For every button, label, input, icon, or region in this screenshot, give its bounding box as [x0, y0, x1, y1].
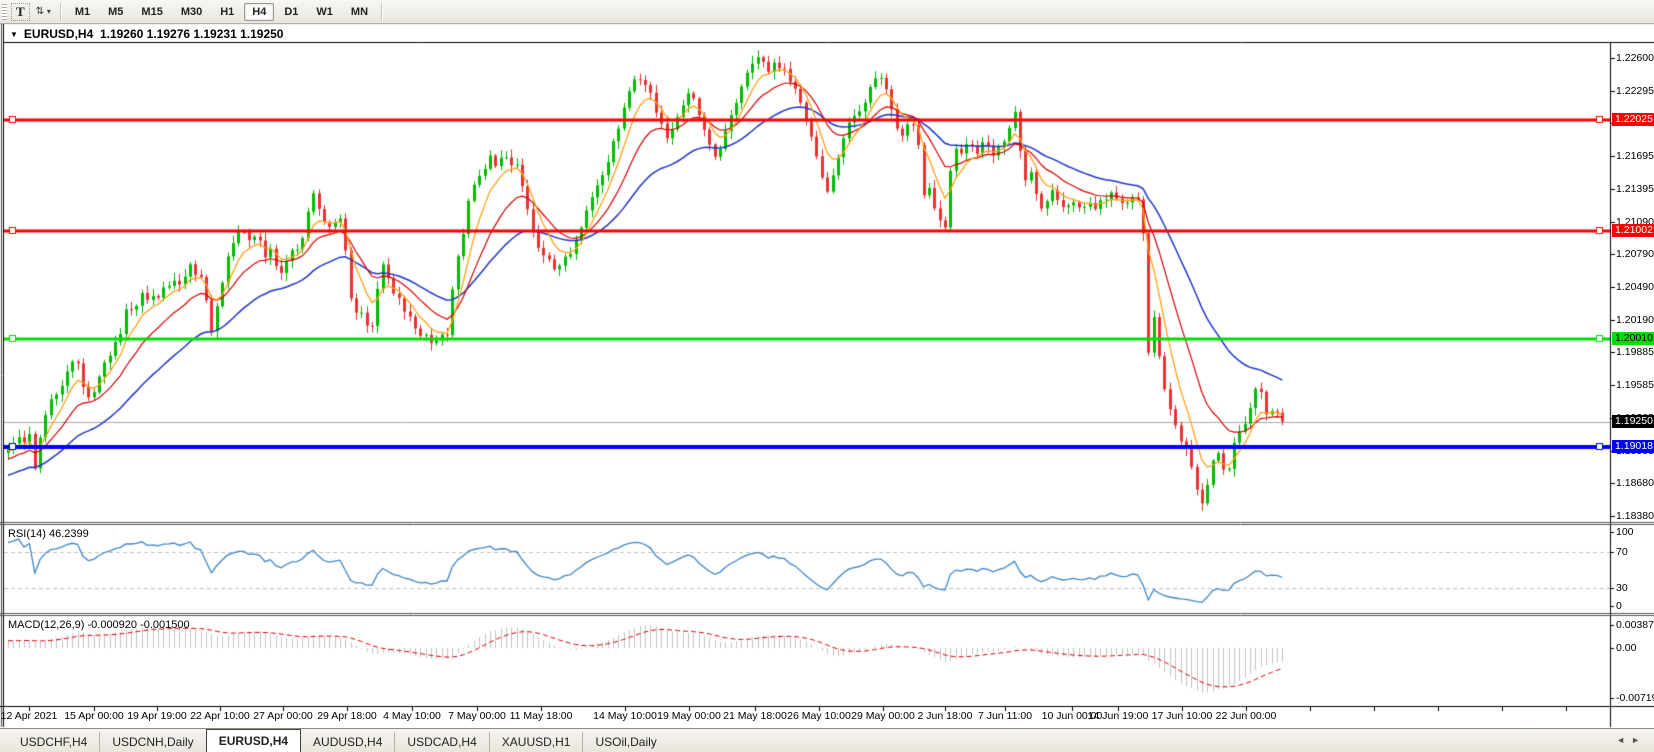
- date-tick-label: 2 Jun 18:00: [917, 710, 973, 722]
- chart-tab-eurusd[interactable]: EURUSD,H4: [205, 729, 302, 752]
- date-tick-label: 19 May 00:00: [657, 710, 721, 722]
- timeframe-button-d1[interactable]: D1: [276, 3, 306, 21]
- toolbar-separator: [381, 2, 384, 21]
- price-tick-label: 1.21695: [1616, 150, 1654, 163]
- cursor-tool-icon: ⇅: [35, 5, 45, 17]
- rsi-axis-label: 30: [1616, 582, 1628, 594]
- timeframe-button-mn[interactable]: MN: [343, 3, 376, 21]
- timeframe-button-m5[interactable]: M5: [100, 3, 131, 21]
- macd-axis-label: 0.003873: [1616, 619, 1654, 631]
- price-tick-label: 1.18680: [1616, 477, 1654, 490]
- timeframe-button-m15[interactable]: M15: [133, 3, 170, 21]
- chart-tab-usdchf[interactable]: USDCHF,H4: [20, 735, 88, 749]
- toolbar-separator: [59, 2, 62, 21]
- date-tick-label: 14 May 10:00: [593, 710, 657, 722]
- rsi-current-value: 46.2399: [48, 528, 89, 540]
- rsi-indicator-label: RSI(14) 46.2399: [8, 528, 89, 540]
- chart-title: ▼ EURUSD,H4 1.19260 1.19276 1.19231 1.192…: [10, 27, 283, 41]
- date-tick-label: 12 Apr 2021: [0, 710, 58, 722]
- date-tick-label: 27 Apr 00:00: [253, 710, 313, 722]
- tab-scroll-left-icon[interactable]: ◄: [1616, 735, 1632, 745]
- tab-scroll-arrows: ◄►: [1616, 735, 1646, 745]
- price-level-badge: 1.20010: [1612, 332, 1654, 346]
- price-level-badge: 1.21002: [1612, 224, 1654, 238]
- chart-symbol-label: EURUSD,H4: [23, 27, 94, 41]
- price-tick-label: 1.22600: [1616, 52, 1654, 64]
- chart-ohlc-values: 1.19260 1.19276 1.19231 1.19250: [99, 27, 284, 41]
- timeframe-button-h1[interactable]: H1: [212, 3, 242, 21]
- date-tick-label: 10 Jun 00:00: [1041, 710, 1103, 722]
- macd-axis-label: 0.00: [1616, 642, 1637, 654]
- price-tick-label: 1.20790: [1616, 248, 1654, 261]
- text-tool-button[interactable]: T: [11, 2, 30, 21]
- timeframe-button-w1[interactable]: W1: [308, 3, 341, 21]
- date-tick-label: 7 May 00:00: [448, 710, 506, 722]
- chart-tab-audusd[interactable]: AUDUSD,H4: [313, 735, 383, 749]
- date-tick-label: 17 Jun 10:00: [1151, 710, 1213, 722]
- price-tick-label: 1.20490: [1616, 281, 1654, 293]
- chart-tab-usdcnh[interactable]: USDCNH,Daily: [99, 732, 205, 752]
- chart-tabs-bar: USDCHF,H4 USDCNH,Daily EURUSD,H4 AUDUSD,H4 U…: [0, 728, 1654, 752]
- date-tick-label: 29 Apr 18:00: [317, 710, 377, 722]
- macd-axis-label: -0.007195: [1616, 692, 1654, 704]
- toolbar-grip[interactable]: [2, 3, 7, 20]
- price-tick-label: 1.20190: [1616, 313, 1654, 326]
- price-tick-label: 1.19885: [1616, 346, 1654, 359]
- date-tick-label: 29 May 00:00: [851, 710, 915, 722]
- rsi-axis-label: 100: [1616, 526, 1634, 538]
- date-tick-label: 21 May 18:00: [723, 710, 787, 722]
- timeframe-button-m30[interactable]: M30: [173, 3, 210, 21]
- date-tick-label: 14 Jun 19:00: [1087, 710, 1149, 722]
- chart-tab-usoil[interactable]: USOil,Daily: [582, 732, 668, 752]
- price-tick-label: 1.19585: [1616, 379, 1654, 392]
- macd-current-values: -0.000920 -0.001500: [87, 619, 190, 631]
- top-toolbar: T ⇅ ▾ M1 M5 M15 M30 H1 H4 D1 W1 MN: [0, 0, 1654, 24]
- rsi-name: RSI(14): [8, 528, 46, 540]
- timeframe-toolbar: M1 M5 M15 M30 H1 H4 D1 W1 MN: [66, 2, 377, 21]
- date-tick-label: 4 May 10:00: [383, 710, 441, 722]
- date-tick-label: 22 Apr 10:00: [190, 710, 250, 722]
- macd-indicator-label: MACD(12,26,9) -0.000920 -0.001500: [8, 619, 190, 631]
- timeframe-button-h4[interactable]: H4: [244, 2, 275, 21]
- cursor-tool-button[interactable]: ⇅ ▾: [32, 3, 55, 21]
- date-tick-label: 19 Apr 19:00: [127, 710, 187, 722]
- price-level-badge: 1.19250: [1612, 414, 1654, 428]
- date-tick-label: 22 Jun 00:00: [1215, 710, 1277, 722]
- timeframe-button-m1[interactable]: M1: [67, 3, 98, 21]
- window-menu-icon[interactable]: ▼: [10, 30, 18, 39]
- macd-name: MACD(12,26,9): [8, 619, 85, 631]
- price-tick-label: 1.21395: [1616, 182, 1654, 195]
- chart-tab-usdcad[interactable]: USDCAD,H4: [394, 732, 488, 752]
- date-tick-label: 7 Jun 11:00: [977, 710, 1033, 722]
- price-level-badge: 1.19018: [1612, 439, 1654, 453]
- tab-scroll-right-icon[interactable]: ►: [1631, 735, 1646, 745]
- rsi-axis-label: 70: [1616, 546, 1628, 558]
- chevron-down-icon: ▾: [46, 6, 51, 16]
- rsi-axis-label: 0: [1616, 600, 1622, 612]
- date-tick-label: 11 May 18:00: [509, 710, 573, 722]
- date-tick-label: 15 Apr 00:00: [64, 710, 124, 722]
- price-tick-label: 1.22295: [1616, 84, 1654, 97]
- price-tick-label: 1.18380: [1616, 510, 1654, 522]
- chart-tab-xauusd[interactable]: XAUUSD,H1: [488, 732, 583, 752]
- price-level-badge: 1.22025: [1612, 113, 1654, 127]
- date-tick-label: 26 May 10:00: [787, 710, 851, 722]
